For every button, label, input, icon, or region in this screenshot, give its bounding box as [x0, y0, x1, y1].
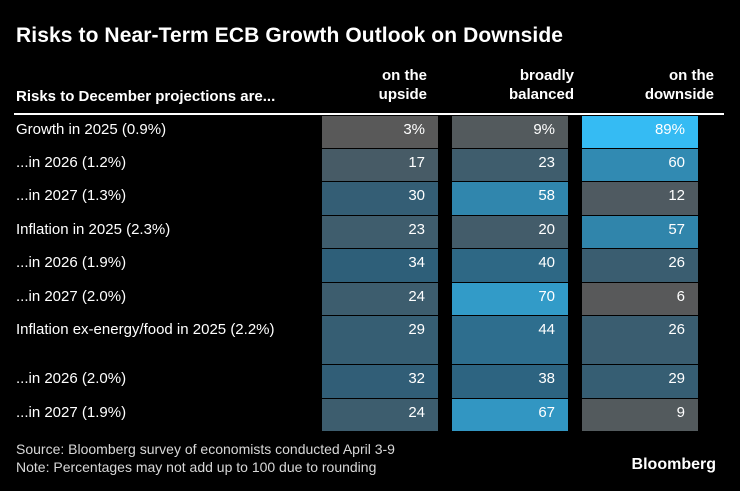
rounding-note: Note: Percentages may not add up to 100 …	[16, 459, 377, 475]
cell-upside: 24	[322, 399, 438, 431]
column-header-downside-line1: on the	[669, 67, 714, 84]
cell-downside: 9	[582, 399, 698, 431]
cell-balanced: 58	[452, 182, 568, 215]
row-label: ...in 2026 (2.0%)	[16, 370, 127, 387]
row-label: Growth in 2025 (0.9%)	[16, 121, 167, 138]
cell-balanced: 44	[452, 316, 568, 364]
cell-upside: 3%	[322, 116, 438, 148]
cell-balanced: 67	[452, 399, 568, 431]
table-row: ...in 2027 (1.9%) 24 67 9	[0, 399, 740, 431]
table-row: Inflation ex-energy/food in 2025 (2.2%) 2…	[0, 316, 740, 364]
column-header-upside-line1: on the	[382, 67, 427, 84]
source-note: Source: Bloomberg survey of economists c…	[16, 441, 395, 457]
cell-downside: 26	[582, 249, 698, 282]
column-header-upside: on the upside	[307, 66, 427, 104]
cell-upside: 34	[322, 249, 438, 282]
table-row: ...in 2027 (2.0%) 24 70 6	[0, 283, 740, 315]
bloomberg-logo: Bloomberg	[631, 456, 716, 473]
row-label: ...in 2026 (1.2%)	[16, 154, 127, 171]
table-header: Risks to December projections are... on …	[0, 64, 740, 112]
cell-balanced: 40	[452, 249, 568, 282]
column-header-balanced-line1: broadly	[519, 67, 574, 84]
table-row: ...in 2026 (2.0%) 32 38 29	[0, 365, 740, 398]
cell-downside: 12	[582, 182, 698, 215]
cell-balanced: 9%	[452, 116, 568, 148]
header-rule	[14, 113, 724, 115]
row-label: ...in 2027 (1.9%)	[16, 404, 127, 421]
column-header-balanced: broadly balanced	[454, 66, 574, 104]
cell-upside: 29	[322, 316, 438, 364]
table-row: Growth in 2025 (0.9%) 3% 9% 89%	[0, 116, 740, 148]
table-row: ...in 2026 (1.2%) 17 23 60	[0, 149, 740, 181]
row-header-label: Risks to December projections are...	[16, 88, 276, 105]
cell-balanced: 20	[452, 216, 568, 248]
column-header-upside-line2: upside	[378, 86, 427, 103]
column-header-balanced-line2: balanced	[508, 86, 574, 103]
table-row: ...in 2027 (1.3%) 30 58 12	[0, 182, 740, 215]
footer: Source: Bloomberg survey of economists c…	[16, 440, 395, 476]
cell-balanced: 70	[452, 283, 568, 315]
cell-downside: 26	[582, 316, 698, 364]
cell-upside: 32	[322, 365, 438, 398]
table-row: ...in 2026 (1.9%) 34 40 26	[0, 249, 740, 282]
cell-downside: 60	[582, 149, 698, 181]
cell-balanced: 38	[452, 365, 568, 398]
cell-downside: 29	[582, 365, 698, 398]
chart-title: Risks to Near-Term ECB Growth Outlook on…	[16, 24, 564, 47]
row-label: ...in 2027 (1.3%)	[16, 187, 127, 204]
cell-upside: 23	[322, 216, 438, 248]
cell-balanced: 23	[452, 149, 568, 181]
row-label: Inflation ex-energy/food in 2025 (2.2%)	[16, 321, 275, 338]
column-header-downside: on the downside	[594, 66, 714, 104]
cell-downside: 6	[582, 283, 698, 315]
table-row: Inflation in 2025 (2.3%) 23 20 57	[0, 216, 740, 248]
cell-upside: 30	[322, 182, 438, 215]
row-label: ...in 2027 (2.0%)	[16, 288, 127, 305]
cell-downside: 89%	[582, 116, 698, 148]
row-label: ...in 2026 (1.9%)	[16, 254, 127, 271]
cell-upside: 24	[322, 283, 438, 315]
cell-downside: 57	[582, 216, 698, 248]
heatmap-table: Growth in 2025 (0.9%) 3% 9% 89% ...in 2026 (…	[0, 116, 740, 431]
cell-upside: 17	[322, 149, 438, 181]
row-label: Inflation in 2025 (2.3%)	[16, 221, 171, 238]
column-header-downside-line2: downside	[644, 86, 714, 103]
